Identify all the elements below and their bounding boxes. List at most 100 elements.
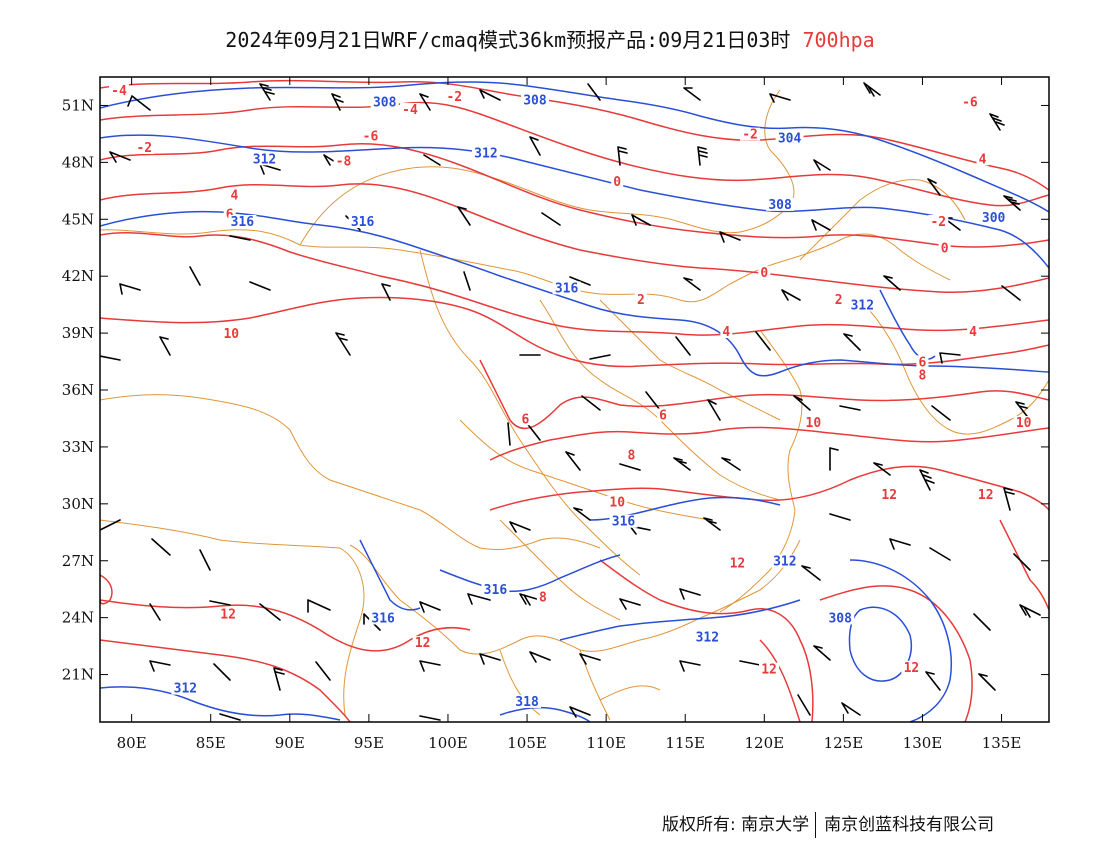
- temperature-contour-label-bg: [228, 188, 241, 202]
- wind-barb: [335, 332, 351, 356]
- wind-barb: [209, 600, 231, 606]
- plot-frame: [99, 76, 1050, 723]
- temperature-contour-label: -4: [111, 84, 127, 99]
- wind-barb: [1019, 604, 1041, 618]
- wind-barb: [619, 463, 641, 471]
- china-north-border: [100, 229, 951, 303]
- wind-barb: [331, 93, 344, 111]
- longitude-axis: 80E 85E 90E 95E 100E 105E 110E 115E 120E 125E 130E…: [117, 77, 1021, 752]
- temperature-contour-label: 10: [806, 416, 822, 431]
- wind-barb: [801, 565, 821, 581]
- geopotential-contour-label: 316: [612, 515, 636, 530]
- geopotential-contour-label: 300: [982, 211, 1006, 226]
- geopotential-contour-label-bg: [171, 681, 200, 695]
- wind-barb: [619, 598, 641, 610]
- temperature-contour-label-bg: [519, 412, 532, 426]
- wind-barb: [927, 178, 941, 196]
- wind-barb: [381, 283, 391, 301]
- wind-barb: [529, 136, 541, 156]
- temperature-contour-label: 8: [539, 591, 547, 606]
- lon-tick-label: 95E: [354, 734, 384, 752]
- wind-barb: [587, 83, 601, 101]
- temperature-contour-label-bg: [967, 325, 980, 338]
- south-border: [349, 539, 801, 655]
- wind-barb: [797, 694, 811, 716]
- footer-separator: [815, 812, 817, 838]
- india-border: [100, 519, 365, 716]
- temperature-contour-label-bg: [444, 89, 465, 103]
- wind-barb: [249, 281, 271, 291]
- wind-barb: [569, 276, 591, 286]
- temperature-contour-label-bg: [536, 590, 549, 604]
- lon-tick-label: 120E: [745, 734, 785, 752]
- temperature-contour-label-bg: [134, 140, 155, 154]
- korea-japan: [859, 299, 1049, 435]
- province-lines-3: [599, 299, 781, 421]
- wind-barb: [631, 214, 651, 226]
- temperature-contour-label-bg: [607, 495, 628, 509]
- temperature-contour-label: 12: [904, 661, 920, 676]
- temperature-contour-label: 6: [659, 408, 667, 423]
- geopotential-contour-label: 318: [515, 695, 539, 710]
- temperature-contour-label: 10: [1016, 416, 1032, 431]
- wind-barb: [829, 513, 851, 521]
- wind-barb: [159, 336, 171, 356]
- temperature-contour-label: 4: [231, 188, 239, 203]
- lat-tick-label: 36N: [62, 381, 94, 399]
- wind-barb: [978, 673, 996, 691]
- wind-barb: [507, 422, 511, 446]
- temperature-contour-label: 12: [220, 608, 236, 623]
- wind-barb: [529, 651, 551, 663]
- lat-tick-label: 30N: [62, 495, 94, 513]
- wind-barb: [931, 405, 951, 421]
- temperature-contour-label-bg: [634, 292, 647, 306]
- lon-tick-label: 105E: [507, 734, 547, 752]
- wind-barb: [769, 93, 791, 103]
- wind-barb: [419, 601, 441, 613]
- temperature-contour-label: 2: [835, 293, 843, 308]
- lat-tick-label: 42N: [62, 267, 94, 285]
- temperature-contour-label: 8: [919, 369, 927, 384]
- wind-barb: [843, 333, 861, 351]
- wind-barb: [697, 146, 708, 166]
- wind-barb: [419, 660, 441, 672]
- latitude-axis: 51N 48N 45N 42N 39N 36N 33N 30N 27N 24N 21N: [62, 96, 1049, 684]
- lat-tick-label: 33N: [62, 438, 94, 456]
- temperature-contour-label-bg: [879, 488, 900, 502]
- temperature-contour-label: 12: [761, 663, 777, 678]
- wind-barb: [419, 93, 431, 111]
- wind-barb: [1001, 285, 1021, 301]
- geopotential-contour-label: 316: [371, 611, 395, 626]
- wind-barb: [781, 289, 801, 301]
- temperature-contour-label-bg: [611, 175, 624, 189]
- temperature-contour-label: -4: [402, 103, 418, 118]
- province-lines-2: [539, 299, 781, 501]
- temperature-contour-label: 8: [628, 448, 636, 463]
- wind-barb: [581, 395, 601, 411]
- geopotential-contour-label: 316: [484, 583, 508, 598]
- geopotential-contour-label-bg: [369, 611, 398, 625]
- temperature-contour-label-bg: [976, 152, 989, 166]
- wind-barb: [679, 660, 701, 672]
- lon-tick-label: 130E: [903, 734, 943, 752]
- wind-barb: [127, 95, 151, 111]
- manchuria: [799, 179, 966, 261]
- copyright-company: 南京创蓝科技有限公司: [824, 815, 995, 835]
- temperature-contour-label: 4: [969, 325, 977, 340]
- temperature-contour-label: 12: [978, 488, 994, 503]
- temperature-contour-label: -2: [742, 128, 758, 143]
- geopotential-contours: [100, 81, 1049, 722]
- lon-tick-label: 125E: [824, 734, 864, 752]
- wind-barb: [989, 113, 1005, 131]
- temperature-contour-label: -2: [136, 141, 152, 156]
- wind-barb: [813, 159, 831, 171]
- geopotential-contour-label: 312: [851, 298, 874, 313]
- lat-tick-label: 21N: [62, 666, 94, 684]
- lon-tick-label: 100E: [428, 734, 468, 752]
- temperature-contour-label-bg: [916, 355, 929, 369]
- temperature-contour-label-bg: [758, 266, 771, 280]
- wind-barb: [841, 702, 861, 716]
- wind-barb: [315, 661, 331, 681]
